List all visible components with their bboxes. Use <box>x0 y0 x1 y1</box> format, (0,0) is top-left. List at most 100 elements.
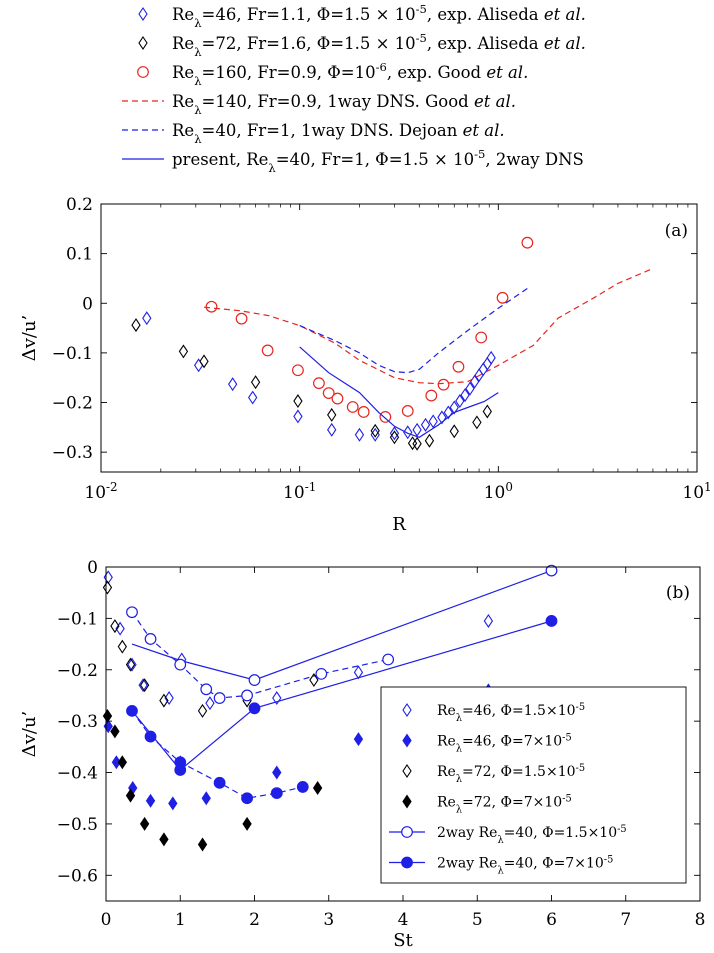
data-point <box>465 381 475 396</box>
data-point <box>164 691 174 706</box>
data-point <box>424 433 435 448</box>
x-tick-label: 3 <box>323 910 334 930</box>
data-point <box>313 377 325 390</box>
x-tick-label: 5 <box>472 910 483 930</box>
x-tick-label: 100 <box>484 480 513 503</box>
panel-label-a: (a) <box>665 221 688 241</box>
x-axis-label: St <box>393 930 413 951</box>
y-axis-label: Δv/u’ <box>19 711 40 758</box>
data-point <box>483 613 494 628</box>
data-point <box>403 425 413 440</box>
data-point <box>241 792 253 805</box>
data-point <box>248 702 261 715</box>
x-tick-label: 10-2 <box>84 480 117 503</box>
y-tick-label: −0.1 <box>57 609 98 629</box>
panel-a: 10-2 10-1 100 101 −0.3 −0.2 −0.1 0 0.1 0.2 R Δv/u’ (… <box>19 195 712 535</box>
data-point <box>270 787 283 799</box>
data-point <box>412 436 422 451</box>
x-tick-label: 2 <box>249 910 260 930</box>
data-point <box>241 689 253 702</box>
data-point <box>144 730 157 743</box>
data-point <box>200 683 213 696</box>
data-point <box>357 406 370 418</box>
legend-swatch <box>137 66 149 78</box>
data-point <box>199 354 209 369</box>
data-point <box>482 356 492 371</box>
data-point <box>370 427 380 442</box>
data-point <box>389 426 400 441</box>
x-tick-label: 8 <box>695 910 706 930</box>
data-point <box>102 709 113 724</box>
data-point <box>248 390 258 405</box>
data-point <box>248 674 261 686</box>
data-point <box>126 704 138 717</box>
x-tick-label: 4 <box>398 910 409 930</box>
data-point <box>486 350 496 365</box>
data-point <box>174 658 187 671</box>
data-point <box>142 311 152 326</box>
data-point <box>449 424 459 439</box>
y-tick-label: −0.6 <box>57 866 98 886</box>
data-point <box>144 633 157 645</box>
data-point <box>443 405 453 420</box>
data-point <box>322 387 335 399</box>
panel-b: 0 1 2 3 4 5 6 7 8 −0.6 −0.5 −0.4 −0.3 −0.2 −0.1 0 St Δv/u… <box>19 558 705 951</box>
data-point <box>545 564 558 577</box>
data-point <box>125 788 136 803</box>
data-point <box>292 364 304 377</box>
data-point <box>428 414 438 429</box>
data-point <box>131 318 141 333</box>
data-point <box>272 691 282 706</box>
plot-frame <box>100 203 698 473</box>
data-point <box>117 755 127 770</box>
legend-swatch <box>402 733 412 748</box>
legend-a: Reλ=46, Fr=1.1, Φ=1.5 × 10-5, exp. Alise… <box>122 2 586 175</box>
data-point <box>455 394 465 409</box>
x-tick-label: 1 <box>175 910 186 930</box>
panel-label-b: (b) <box>666 583 690 603</box>
data-point <box>193 358 204 373</box>
data-point <box>401 405 414 417</box>
data-point <box>309 673 319 688</box>
data-point <box>379 411 392 423</box>
data-point <box>353 665 364 680</box>
data-point <box>138 678 148 693</box>
data-point <box>205 300 218 313</box>
legend-entry: 2way Reλ=40, Φ=1.5×10-5 <box>437 824 627 846</box>
y-tick-label: −0.5 <box>57 815 98 835</box>
data-point <box>327 422 337 437</box>
data-point <box>420 417 431 432</box>
data-point <box>126 606 138 619</box>
data-point <box>117 639 127 654</box>
data-point <box>472 415 482 430</box>
data-point <box>125 657 136 672</box>
data-point <box>159 693 169 708</box>
data-point <box>331 392 344 405</box>
data-point <box>293 394 303 409</box>
data-point <box>168 796 178 811</box>
data-point <box>242 816 252 831</box>
legend-swatch <box>138 36 148 50</box>
data-point <box>139 678 150 693</box>
data-point <box>103 570 113 585</box>
series-line <box>131 611 389 699</box>
y-tick-label: −0.3 <box>52 443 93 463</box>
legend-entry: Reλ=160, Fr=0.9, Φ=10-6, exp. Good et al… <box>172 60 528 88</box>
y-tick-label: 0 <box>87 558 98 578</box>
series-line <box>131 620 552 771</box>
y-tick-label: −0.2 <box>57 661 98 681</box>
legend-entry: Reλ=46, Φ=7×10-5 <box>437 732 572 754</box>
x-axis-label: R <box>392 514 406 535</box>
series-line <box>203 267 654 385</box>
data-point <box>389 430 400 445</box>
data-point <box>102 580 113 595</box>
y-tick-label: 0.2 <box>66 195 93 215</box>
data-point <box>213 776 226 789</box>
data-point <box>545 615 558 627</box>
legend-entry: Reλ=72, Φ=7×10-5 <box>437 793 572 815</box>
data-point <box>272 765 282 780</box>
data-point <box>353 732 364 747</box>
legend-swatch <box>401 856 413 869</box>
data-point <box>261 344 274 357</box>
